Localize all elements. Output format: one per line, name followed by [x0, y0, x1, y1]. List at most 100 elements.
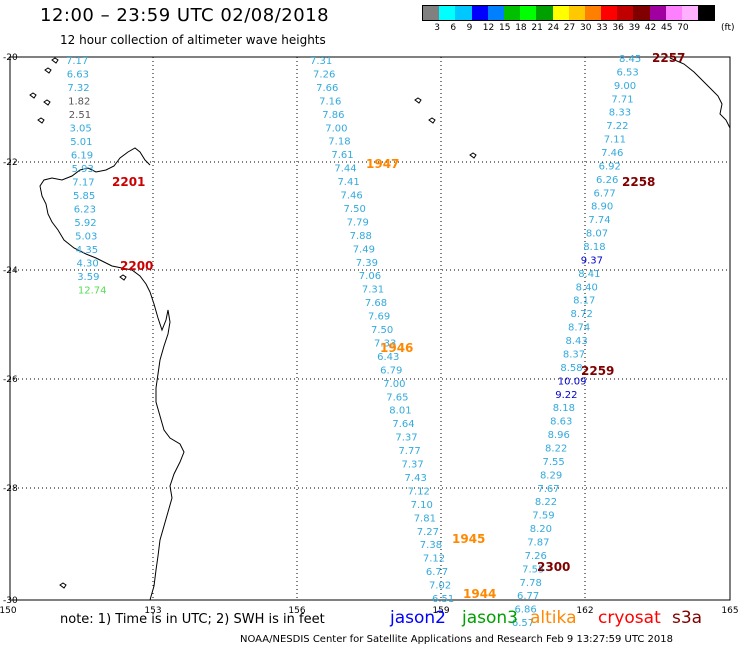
pass-time-label: 1944: [463, 587, 496, 601]
swh-value: 7.49: [353, 244, 375, 255]
swh-value: 7.11: [604, 135, 626, 146]
legend-swatch: [601, 6, 618, 20]
swh-value: 7.31: [362, 285, 384, 296]
swh-value: 5.85: [73, 191, 95, 202]
swh-value: 6.19: [71, 151, 93, 162]
pass-time-label: 1946: [380, 341, 413, 355]
island-shape: [428, 117, 436, 124]
swh-value: 7.55: [522, 564, 544, 575]
footer-note: note: 1) Time is in UTC; 2) SWH is in fe…: [60, 612, 325, 627]
legend-tick-label: 15: [499, 23, 511, 33]
swh-value: 6.79: [380, 365, 402, 376]
satellite-label: cryosat: [598, 608, 661, 628]
swh-value: 2.51: [69, 110, 91, 121]
lon-label: 153: [144, 606, 161, 616]
swh-value: 7.86: [322, 110, 344, 121]
pass-time-label: 1945: [452, 532, 485, 546]
lon-label: 162: [576, 606, 593, 616]
swh-value: 7.02: [429, 581, 451, 592]
swh-value: 7.69: [368, 312, 390, 323]
swh-value: 5.01: [70, 137, 92, 148]
swh-value: 8.40: [576, 282, 598, 293]
legend-swatch: [520, 6, 537, 20]
swh-value: 8.18: [583, 242, 605, 253]
swh-value: 7.06: [359, 271, 381, 282]
legend-swatch: [455, 6, 472, 20]
swh-value: 9.00: [614, 81, 636, 92]
page-title: 12:00 – 23:59 UTC 02/08/2018: [40, 5, 330, 26]
island-shape: [119, 274, 127, 281]
legend-unit: (ft): [721, 23, 735, 33]
swh-value: 5.92: [74, 218, 96, 229]
swh-value: 6.53: [616, 67, 638, 78]
lon-label: 156: [288, 606, 305, 616]
lat-label: -24: [3, 266, 18, 276]
swh-value: 3.59: [77, 272, 99, 283]
swh-value: 7.46: [601, 148, 623, 159]
swh-value: 1.82: [68, 97, 90, 108]
legend-swatch: [536, 6, 553, 20]
swh-value: 7.61: [331, 150, 353, 161]
legend-tick-label: 12: [482, 23, 495, 33]
swh-value: 8.17: [573, 296, 595, 307]
swh-value: 3.05: [70, 124, 92, 135]
swh-value: 7.44: [334, 164, 356, 175]
swh-value: 7.50: [344, 204, 366, 215]
swh-value: 7.50: [371, 325, 393, 336]
satellite-label: altika: [530, 608, 577, 628]
legend-tick-label: 6: [450, 23, 457, 33]
swh-value: 7.00: [325, 123, 347, 134]
legend-tick-label: 18: [515, 23, 527, 33]
swh-value: 7.67: [537, 484, 559, 495]
swh-value: 8.07: [586, 229, 608, 240]
swh-value: 7.27: [417, 527, 439, 538]
lat-label: -26: [3, 375, 18, 385]
island-shape: [59, 582, 67, 589]
swh-value: 6.92: [599, 161, 621, 172]
pass-time-label: 2257: [652, 51, 685, 65]
legend-swatch: [503, 6, 521, 20]
swh-value: 5.03: [75, 232, 97, 243]
legend-tick-label: 42: [644, 23, 657, 33]
swh-value: 12.74: [78, 286, 107, 297]
island-shape: [51, 57, 59, 64]
legend-swatch: [617, 6, 634, 20]
legend-swatch: [439, 6, 456, 20]
pass-time-label: 2258: [622, 175, 655, 189]
swh-value: 7.17: [66, 56, 88, 67]
swh-value: 7.87: [527, 537, 549, 548]
swh-value: 6.77: [426, 567, 448, 578]
legend-swatch: [584, 6, 602, 20]
coastline-northeast: [669, 57, 731, 129]
swh-value: 7.22: [606, 121, 628, 132]
legend-swatch: [698, 6, 715, 20]
satellite-label: jason3: [462, 608, 518, 628]
swh-value: 6.43: [377, 352, 399, 363]
lon-label: 165: [721, 606, 738, 616]
island-shape: [29, 92, 37, 99]
swh-value: 7.74: [588, 215, 610, 226]
island-shape: [44, 67, 52, 74]
swh-value: 7.10: [411, 500, 433, 511]
swh-value: 6.77: [594, 188, 616, 199]
swh-value: 7.43: [405, 473, 427, 484]
swh-value: 8.43: [565, 336, 587, 347]
swh-value: 7.71: [611, 94, 633, 105]
legend-swatch: [568, 6, 585, 20]
swh-value: 8.72: [571, 309, 593, 320]
swh-value: 8.18: [553, 403, 575, 414]
swh-value: 6.26: [596, 175, 618, 186]
swh-value: 8.22: [545, 443, 567, 454]
legend-tick-label: 39: [628, 23, 641, 33]
swh-value: 7.88: [350, 231, 372, 242]
swh-value: 7.33: [374, 338, 396, 349]
swh-value: 7.65: [386, 392, 408, 403]
swh-value: 7.31: [310, 56, 332, 67]
swh-value: 7.66: [316, 83, 338, 94]
swh-value: 6.77: [517, 591, 539, 602]
swh-value: 9.22: [555, 390, 577, 401]
legend-tick-label: 33: [596, 23, 608, 33]
swh-value: 4.30: [77, 259, 99, 270]
swh-value: 7.37: [402, 460, 424, 471]
credit-line: NOAA/NESDIS Center for Satellite Applica…: [240, 634, 673, 645]
